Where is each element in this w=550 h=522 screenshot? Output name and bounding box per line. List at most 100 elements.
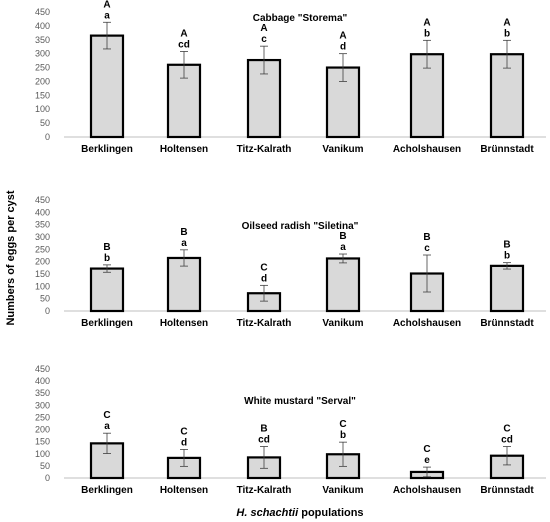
significance-letter-upper: B bbox=[260, 424, 267, 435]
significance-letter-upper: A bbox=[180, 28, 187, 39]
significance-letter-lower: c bbox=[261, 34, 267, 45]
significance-letter-lower: a bbox=[104, 10, 110, 21]
y-tick-label: 100 bbox=[35, 281, 50, 291]
category-label: Acholshausen bbox=[393, 485, 461, 496]
y-tick-label: 100 bbox=[35, 449, 50, 459]
y-tick-label: 450 bbox=[35, 7, 50, 17]
y-tick-label: 250 bbox=[35, 412, 50, 422]
y-tick-label: 200 bbox=[35, 425, 50, 435]
y-tick-label: 250 bbox=[35, 244, 50, 254]
significance-letter-upper: A bbox=[423, 17, 430, 28]
y-tick-label: 100 bbox=[35, 104, 50, 114]
y-tick-label: 200 bbox=[35, 76, 50, 86]
x-axis-label-rest: populations bbox=[298, 507, 363, 519]
y-tick-label: 50 bbox=[40, 461, 50, 471]
y-tick-label: 150 bbox=[35, 437, 50, 447]
bar bbox=[89, 34, 125, 139]
significance-letter-lower: cd bbox=[258, 435, 270, 446]
y-tick-label: 350 bbox=[35, 220, 50, 230]
y-tick-label: 0 bbox=[45, 473, 50, 483]
chart-title: Cabbage "Storema" bbox=[253, 13, 348, 24]
chart-panel-2: 0 50 100 150 200 250 300 350 400 450 Oilseed radis… bbox=[35, 195, 546, 329]
y-tick-label: 150 bbox=[35, 269, 50, 279]
category-label: Brünnstadt bbox=[480, 485, 534, 496]
significance-letter-lower: d bbox=[181, 437, 187, 448]
significance-letter-upper: A bbox=[503, 17, 510, 28]
significance-letter-upper: C bbox=[260, 262, 267, 273]
y-tick-label: 400 bbox=[35, 207, 50, 217]
significance-letter-lower: d bbox=[340, 42, 346, 53]
significance-letter-upper: C bbox=[423, 444, 430, 455]
y-tick-label: 350 bbox=[35, 388, 50, 398]
category-label: Titz-Kalrath bbox=[237, 144, 292, 155]
y-tick-label: 0 bbox=[45, 132, 50, 142]
category-label: Vanikum bbox=[322, 144, 363, 155]
category-label: Berklingen bbox=[81, 318, 133, 329]
significance-letter-lower: cd bbox=[501, 435, 513, 446]
chart-title: Oilseed radish "Siletina" bbox=[242, 221, 359, 232]
bar bbox=[166, 256, 202, 313]
significance-letter-upper: B bbox=[503, 240, 510, 251]
category-label: Acholshausen bbox=[393, 318, 461, 329]
significance-letter-upper: B bbox=[339, 231, 346, 242]
significance-letter-upper: B bbox=[180, 227, 187, 238]
y-tick-label: 350 bbox=[35, 35, 50, 45]
category-label: Titz-Kalrath bbox=[237, 485, 292, 496]
chart-title: White mustard "Serval" bbox=[244, 396, 356, 407]
significance-letter-lower: b bbox=[424, 28, 430, 39]
y-tick-label: 200 bbox=[35, 257, 50, 267]
significance-letter-lower: b bbox=[504, 28, 510, 39]
category-label: Titz-Kalrath bbox=[237, 318, 292, 329]
significance-letter-upper: A bbox=[260, 23, 267, 34]
category-label: Holtensen bbox=[160, 144, 208, 155]
significance-letter-lower: cd bbox=[178, 39, 190, 50]
category-label: Berklingen bbox=[81, 144, 133, 155]
category-label: Vanikum bbox=[322, 485, 363, 496]
significance-letter-upper: B bbox=[103, 242, 110, 253]
category-label: Acholshausen bbox=[393, 144, 461, 155]
significance-letter-lower: a bbox=[104, 421, 110, 432]
category-label: Brünnstadt bbox=[480, 144, 534, 155]
chart-panel-1: 0 50 100 150 200 250 300 350 400 450 Cabbage "Stor… bbox=[35, 0, 546, 155]
y-tick-label: 400 bbox=[35, 376, 50, 386]
bar bbox=[89, 267, 125, 313]
y-axis-label: Numbers of eggs per cyst bbox=[5, 190, 17, 325]
category-label: Vanikum bbox=[322, 318, 363, 329]
significance-letter-upper: A bbox=[103, 0, 110, 10]
y-tick-label: 150 bbox=[35, 90, 50, 100]
significance-letter-upper: C bbox=[103, 410, 110, 421]
significance-letter-lower: d bbox=[261, 273, 267, 284]
significance-letter-upper: C bbox=[503, 424, 510, 435]
x-axis-label: H. schachtii populations bbox=[236, 507, 363, 519]
significance-letter-upper: A bbox=[339, 31, 346, 42]
significance-letter-lower: e bbox=[424, 455, 430, 466]
y-tick-label: 50 bbox=[40, 118, 50, 128]
significance-letter-lower: c bbox=[424, 243, 430, 254]
y-tick-label: 450 bbox=[35, 195, 50, 205]
significance-letter-lower: b bbox=[340, 430, 346, 441]
significance-letter-lower: b bbox=[504, 251, 510, 262]
bar bbox=[325, 257, 361, 313]
y-tick-label: 300 bbox=[35, 232, 50, 242]
y-tick-label: 250 bbox=[35, 63, 50, 73]
category-label: Holtensen bbox=[160, 485, 208, 496]
significance-letter-lower: b bbox=[104, 253, 110, 264]
significance-letter-upper: B bbox=[423, 232, 430, 243]
category-label: Berklingen bbox=[81, 485, 133, 496]
y-tick-label: 300 bbox=[35, 49, 50, 59]
significance-letter-lower: a bbox=[340, 242, 346, 253]
chart-panel-3: 0 50 100 150 200 250 300 350 400 450 White mustard… bbox=[35, 364, 546, 496]
y-tick-label: 300 bbox=[35, 400, 50, 410]
category-label: Brünnstadt bbox=[480, 318, 534, 329]
y-tick-label: 450 bbox=[35, 364, 50, 374]
y-tick-label: 400 bbox=[35, 21, 50, 31]
category-label: Holtensen bbox=[160, 318, 208, 329]
x-axis-label-species: H. schachtii bbox=[236, 507, 299, 519]
significance-letter-upper: C bbox=[339, 419, 346, 430]
significance-letter-lower: a bbox=[181, 238, 187, 249]
y-tick-label: 50 bbox=[40, 294, 50, 304]
y-tick-label: 0 bbox=[45, 306, 50, 316]
significance-letter-upper: C bbox=[180, 426, 187, 437]
bar bbox=[489, 264, 525, 313]
